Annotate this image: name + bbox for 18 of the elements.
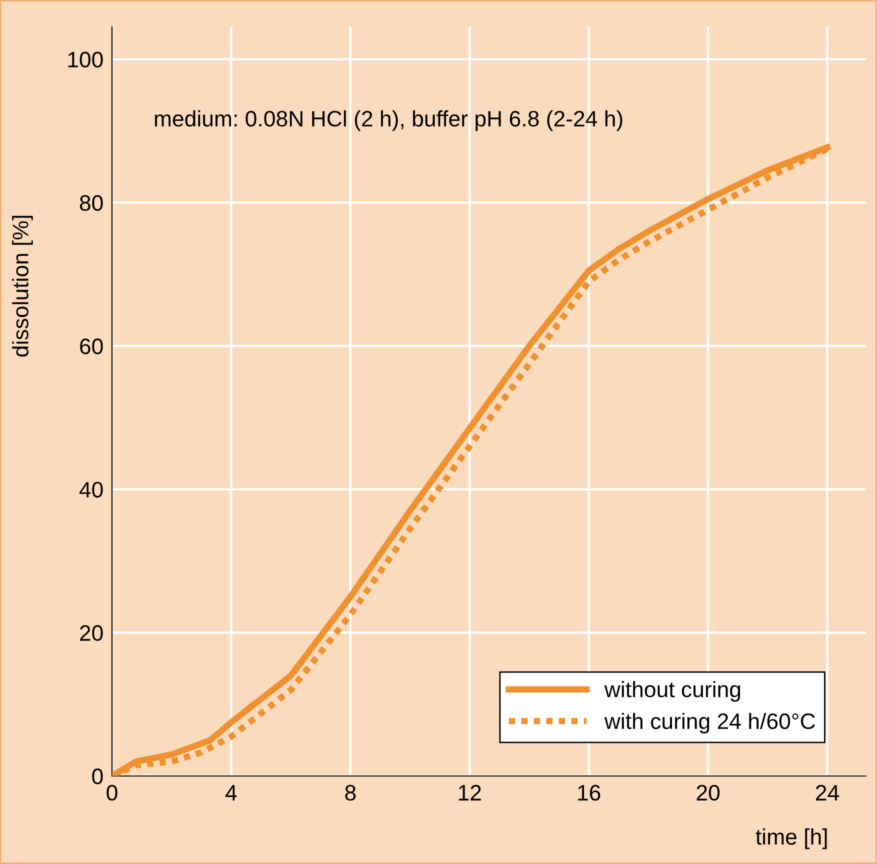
x-axis-title: time [h] xyxy=(756,828,827,850)
y-axis-title: dissolution [%] xyxy=(12,216,33,357)
x-tick-label: 4 xyxy=(226,785,237,800)
y-tick-label: 60 xyxy=(80,338,103,354)
x-tick-label: 8 xyxy=(345,784,356,801)
legend-label: with curing 24 h/60°C xyxy=(604,712,816,734)
annotation: medium: 0.08N HCl (2 h), buffer pH 6.8 (2-24 h) xyxy=(154,110,622,131)
y-tick-label: 20 xyxy=(80,625,103,641)
y-tick-label: 0 xyxy=(92,768,103,784)
y-tick-label: 80 xyxy=(80,195,103,211)
x-tick-label: 16 xyxy=(578,784,600,801)
x-tick-label: 24 xyxy=(816,784,839,800)
y-tick-label: 100 xyxy=(68,52,103,68)
x-tick-label: 20 xyxy=(696,784,720,801)
legend-label: without curing xyxy=(604,680,740,702)
y-tick-label: 40 xyxy=(79,482,103,498)
x-tick-label: 12 xyxy=(458,784,481,800)
x-tick-label: 0 xyxy=(106,784,118,801)
